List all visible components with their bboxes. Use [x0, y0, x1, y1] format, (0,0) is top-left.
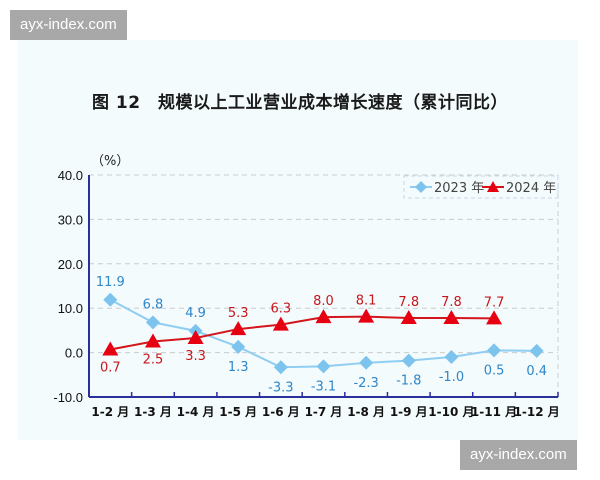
series-2024-marker	[230, 321, 247, 336]
legend-box	[403, 175, 559, 199]
series-2024-marker	[315, 309, 332, 324]
chart-title: 图 12 规模以上工业营业成本增长速度（累计同比）	[91, 93, 509, 113]
x-tick-label: 1-8 月	[347, 405, 385, 419]
series-2023-data-label: -2.3	[353, 376, 378, 391]
series-2024-data-label: 7.7	[484, 295, 505, 310]
y-tick-label: 20.0	[58, 257, 83, 272]
series-2023-data-label: -3.3	[268, 380, 293, 395]
series-2023-marker	[316, 359, 331, 374]
series-2023-marker	[359, 355, 374, 370]
series-2024-data-label: 7.8	[398, 295, 419, 310]
y-tick-label: 40.0	[58, 168, 83, 183]
x-tick-label: 1-9 月	[390, 405, 428, 419]
series-2024-data-label: 8.1	[356, 294, 377, 309]
watermark-bottom: ayx-index.com	[460, 440, 577, 470]
series-2024-data-label: 8.0	[313, 294, 334, 309]
series-2024-marker	[102, 341, 119, 356]
series-2024-marker	[187, 329, 204, 344]
series-2024-data-label: 5.3	[228, 306, 249, 321]
series-2024-data-label: 2.5	[143, 353, 164, 368]
series-2023-data-label: 4.9	[185, 306, 206, 321]
series-2023-marker	[103, 292, 118, 307]
series-2023-marker	[145, 315, 160, 330]
series-2023-data-label: 1.3	[228, 360, 249, 375]
legend-2023-label: 2023 年	[434, 181, 484, 196]
series-2024-marker	[144, 333, 161, 348]
series-2024-marker	[358, 308, 375, 323]
series-2024-marker	[443, 309, 460, 324]
legend-2024-label: 2024 年	[506, 181, 556, 196]
series-2024-data-label: 3.3	[185, 349, 206, 364]
series-2024-marker	[272, 316, 289, 331]
x-tick-label: 1-2 月	[91, 405, 129, 419]
legend: 2023 年 2024 年	[403, 175, 559, 199]
y-tick-label: 0.0	[65, 346, 83, 361]
series-2024-data-label: 6.3	[271, 302, 292, 317]
series-2023-data-label: -1.0	[439, 370, 464, 385]
x-tick-label: 1-12 月	[514, 405, 560, 419]
series-2023-marker	[487, 343, 502, 358]
series-2023-data-label: -1.8	[396, 374, 421, 389]
series-2023-data-label: 0.4	[526, 364, 547, 379]
legend-2023-diamond-icon	[415, 181, 427, 193]
x-tick-label: 1-5 月	[219, 405, 257, 419]
x-tick-label: 1-4 月	[177, 405, 215, 419]
series-2023-marker	[231, 339, 246, 354]
series-2024-marker	[400, 309, 417, 324]
x-tick-label: 1-6 月	[262, 405, 300, 419]
series-2024-marker	[486, 310, 503, 325]
y-tick-label: 30.0	[58, 212, 83, 227]
series-2023-data-label: 6.8	[143, 297, 164, 312]
x-tick-label: 1-11 月	[471, 405, 517, 419]
series-2024-data-label: 7.8	[441, 295, 462, 310]
series-2023-marker	[444, 350, 459, 365]
series-2023-marker	[273, 360, 288, 375]
x-tick-label: 1-10 月	[428, 405, 474, 419]
y-tick-label: -10.0	[53, 390, 83, 405]
series-2023-marker	[401, 353, 416, 368]
series-2023-data-label: -3.1	[311, 379, 336, 394]
series-2023-data-label: 0.5	[484, 363, 505, 378]
chart-panel	[18, 40, 578, 440]
x-tick-label: 1-3 月	[134, 405, 172, 419]
y-axis-unit: （%）	[91, 154, 129, 169]
x-tick-label: 1-7 月	[305, 405, 343, 419]
series-2023-data-label: 11.9	[96, 275, 125, 290]
watermark-top: ayx-index.com	[10, 10, 127, 40]
series-2024-data-label: 0.7	[100, 360, 121, 375]
y-tick-label: 10.0	[58, 301, 83, 316]
series-2024-line	[110, 315, 495, 351]
legend-2024-triangle-icon	[487, 181, 499, 192]
series-2023-marker	[529, 343, 544, 358]
